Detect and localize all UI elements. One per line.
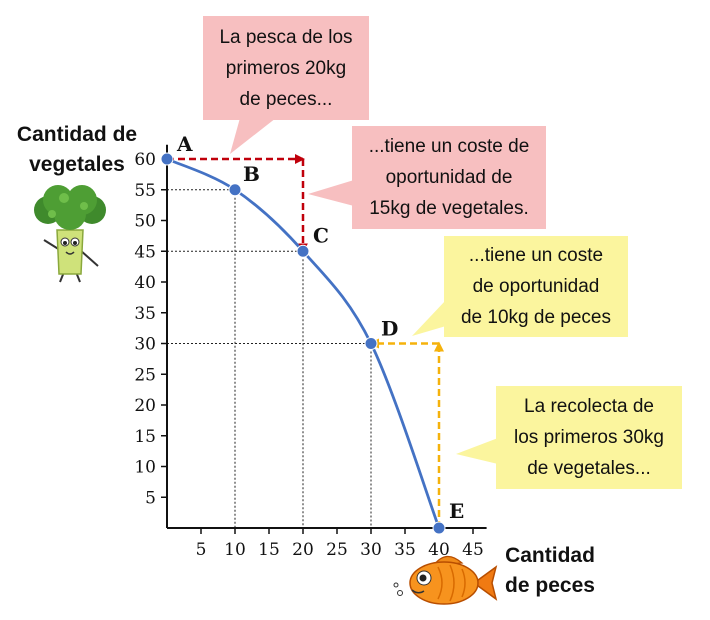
callout-line: de 10kg de peces bbox=[460, 307, 611, 328]
x-tick-label: 30 bbox=[360, 540, 382, 560]
point-label-a: A bbox=[176, 132, 193, 156]
y-tick-label: 45 bbox=[134, 242, 156, 262]
data-point-a bbox=[160, 152, 174, 166]
data-point-e bbox=[432, 521, 446, 535]
callout-line: 15kg de vegetales. bbox=[369, 198, 529, 219]
x-tick-label: 25 bbox=[326, 540, 348, 560]
y-tick-label: 55 bbox=[134, 181, 156, 201]
x-axis-title: Cantidad de peces bbox=[490, 541, 610, 601]
x-axis-title-line: de peces bbox=[505, 574, 595, 597]
x-tick-label: 15 bbox=[258, 540, 280, 560]
callout-tail bbox=[308, 180, 354, 206]
data-point-d bbox=[364, 337, 378, 350]
x-tick-label: 45 bbox=[462, 540, 484, 560]
callout-tail bbox=[412, 300, 446, 336]
data-point-c bbox=[296, 244, 310, 258]
y-axis-title-line: vegetales bbox=[29, 153, 125, 176]
callout-line: primeros 20kg bbox=[225, 57, 347, 79]
y-tick-label: 20 bbox=[134, 396, 156, 416]
callout-harvest-30kg: La recolecta de los primeros 30kg de veg… bbox=[496, 386, 682, 489]
callout-line: ...tiene un coste de bbox=[368, 136, 530, 157]
callout-line: oportunidad de bbox=[385, 167, 513, 188]
callout-line: La pesca de los bbox=[219, 26, 353, 48]
callout-line: ...tiene un coste bbox=[468, 245, 604, 266]
y-tick-label: 5 bbox=[145, 488, 156, 508]
x-tick-label: 5 bbox=[196, 540, 207, 560]
callout-line: de vegetales... bbox=[527, 458, 651, 479]
x-tick-label: 35 bbox=[394, 540, 416, 560]
y-axis-title-line: Cantidad de bbox=[16, 123, 138, 146]
y-tick-label: 15 bbox=[134, 427, 156, 447]
y-tick-label: 50 bbox=[134, 212, 156, 232]
broccoli-character-icon bbox=[34, 185, 106, 283]
x-tick-label: 10 bbox=[224, 540, 246, 560]
y-tick-label: 25 bbox=[134, 365, 156, 385]
callout-opportunity-15kg-vegetables: ...tiene un coste de oportunidad de 15kg… bbox=[352, 126, 546, 229]
fish-character-icon bbox=[393, 555, 498, 605]
x-tick-label: 20 bbox=[292, 540, 314, 560]
data-point-b bbox=[228, 183, 242, 197]
callout-fishing-20kg: La pesca de los primeros 20kg de peces..… bbox=[203, 16, 369, 120]
y-tick-label: 10 bbox=[134, 458, 156, 478]
x-axis-title-line: Cantidad bbox=[505, 544, 595, 567]
y-axis-title: Cantidad de vegetales bbox=[2, 120, 152, 180]
callout-tail bbox=[230, 118, 276, 154]
callout-line: los primeros 30kg bbox=[514, 427, 664, 448]
y-tick-label: 40 bbox=[134, 273, 156, 293]
callout-tail bbox=[456, 438, 498, 464]
callout-line: La recolecta de bbox=[524, 396, 654, 417]
point-label-b: B bbox=[243, 162, 260, 186]
callout-opportunity-10kg-fish: ...tiene un coste de oportunidad de 10kg… bbox=[444, 236, 628, 337]
x-tick-label: 40 bbox=[428, 540, 450, 560]
point-label-e: E bbox=[449, 499, 464, 523]
point-label-c: C bbox=[313, 223, 329, 247]
callout-line: de peces... bbox=[239, 88, 333, 110]
y-tick-label: 30 bbox=[134, 335, 156, 355]
point-label-d: D bbox=[381, 317, 398, 341]
y-tick-label: 35 bbox=[134, 304, 156, 324]
callout-line: de oportunidad bbox=[472, 276, 600, 297]
